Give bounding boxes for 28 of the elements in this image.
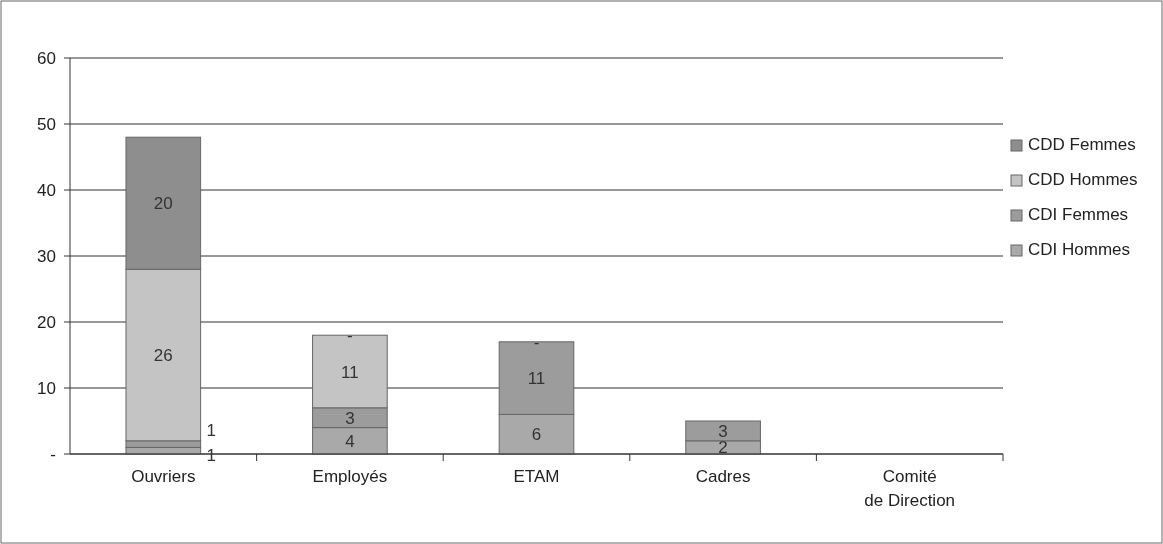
data-label: 11 xyxy=(527,369,546,389)
y-tick-label: 30 xyxy=(37,247,56,266)
y-tick-label: - xyxy=(50,445,56,464)
data-label: 3 xyxy=(718,421,728,441)
data-label: 4 xyxy=(345,431,355,451)
y-tick-label: 60 xyxy=(37,49,56,68)
y-tick-label: 20 xyxy=(37,313,56,332)
y-tick-label: 50 xyxy=(37,115,56,134)
data-label: 2 xyxy=(718,438,728,458)
data-label: 6 xyxy=(531,425,542,445)
data-label: 11 xyxy=(341,362,359,382)
y-tick-label: 40 xyxy=(37,181,56,200)
x-tick-label: ETAM xyxy=(513,467,560,486)
data-label: - xyxy=(533,332,540,352)
data-label: - xyxy=(347,326,353,346)
x-tick-label: Comité de Direction xyxy=(864,467,956,510)
data-label: 1 xyxy=(206,421,217,441)
x-tick-label: Cadres xyxy=(695,467,751,486)
y-tick-label: 10 xyxy=(37,379,56,398)
data-label: 26 xyxy=(153,346,173,365)
x-tick-label: Ouvriers xyxy=(131,467,196,486)
legend-label: CDD Hommes xyxy=(1028,170,1138,189)
legend-label: CDI Hommes xyxy=(1028,240,1131,259)
data-label: 20 xyxy=(153,194,173,214)
legend-label: CDD Femmes xyxy=(1028,135,1136,154)
legend-label: CDI Femmes xyxy=(1028,205,1129,224)
data-label: 3 xyxy=(345,408,355,428)
x-tick-label: Employés xyxy=(312,467,388,486)
